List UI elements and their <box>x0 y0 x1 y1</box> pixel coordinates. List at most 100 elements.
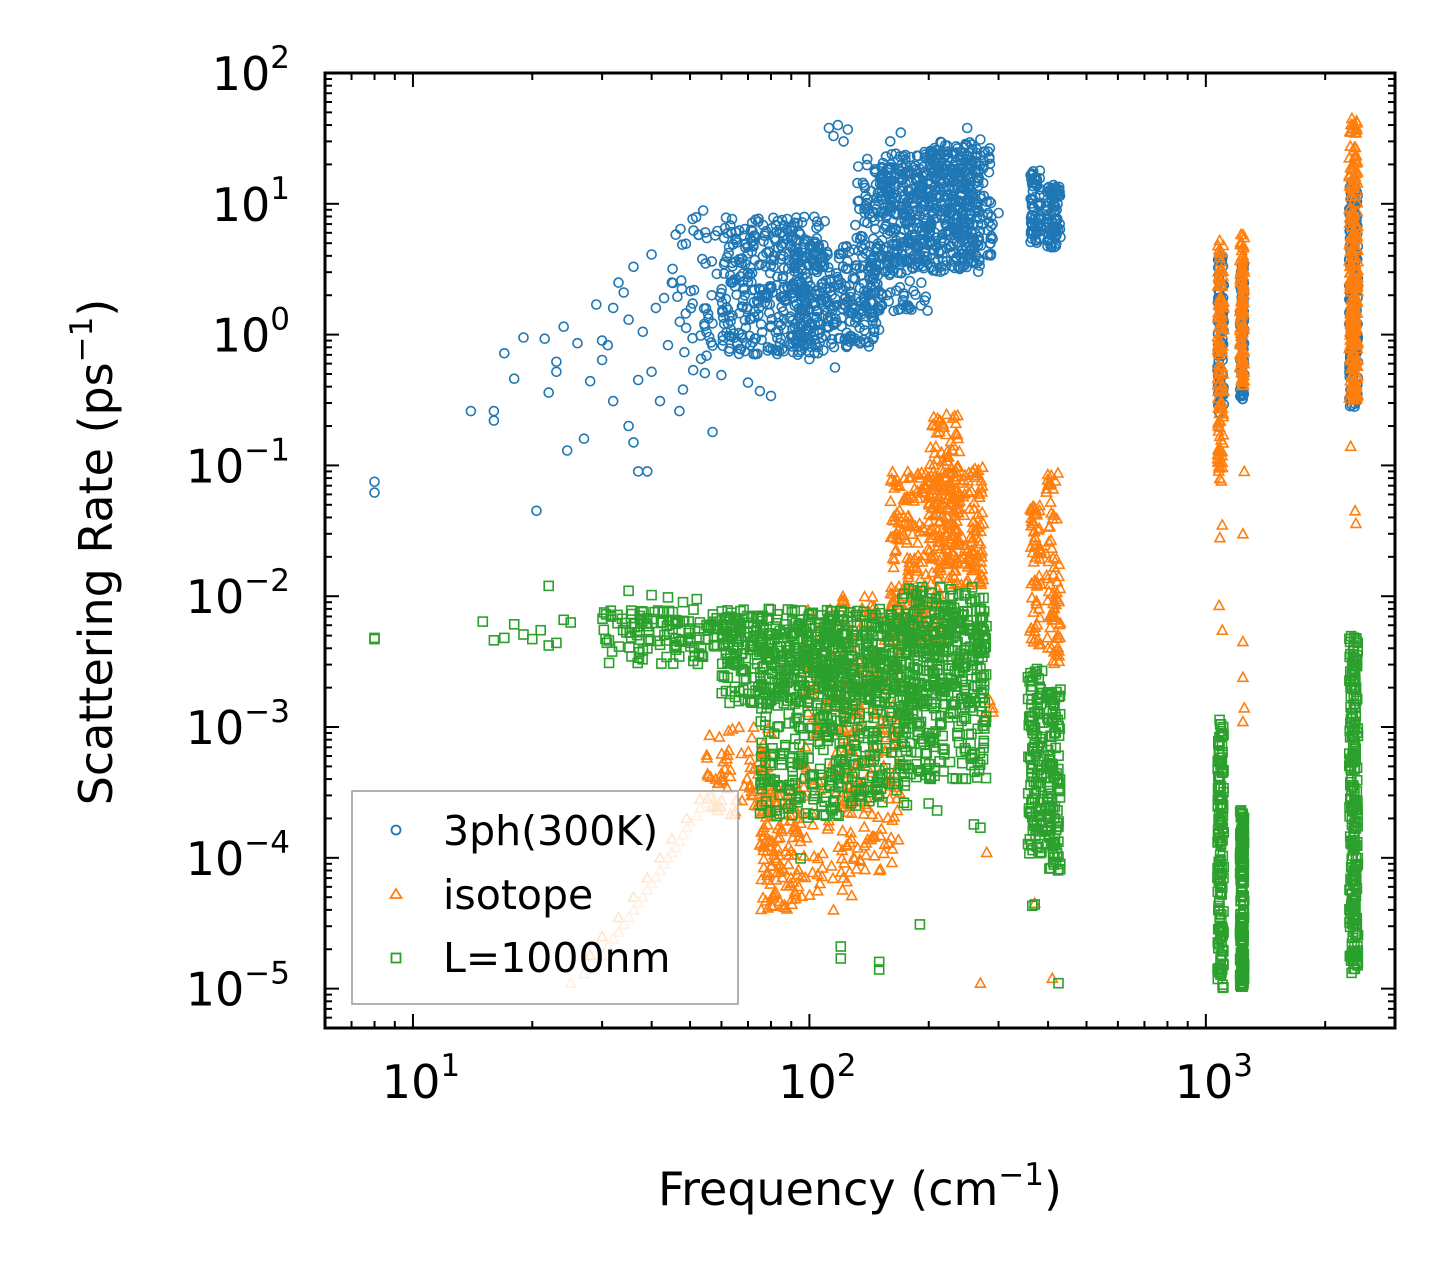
isotope-point <box>868 849 881 861</box>
3ph-point <box>823 122 835 134</box>
boundary-point <box>804 643 815 655</box>
isotope-point <box>840 875 854 887</box>
boundary-point <box>716 606 728 617</box>
3ph-point <box>901 254 912 266</box>
3ph-point <box>894 166 906 177</box>
boundary-point <box>803 681 815 692</box>
isotope-point <box>924 551 938 563</box>
isotope-point <box>965 484 978 496</box>
isotope-point <box>927 464 940 477</box>
isotope-point <box>1237 701 1251 713</box>
isotope-point <box>789 887 802 900</box>
3ph-point <box>967 219 978 231</box>
3ph-point <box>754 385 766 397</box>
3ph-point <box>924 201 936 213</box>
boundary-point <box>814 763 826 775</box>
3ph-point <box>670 229 682 240</box>
3ph-point <box>971 143 983 155</box>
3ph-point <box>797 338 809 350</box>
3ph-point <box>863 290 874 301</box>
isotope-point <box>1215 325 1228 338</box>
isotope-point <box>893 503 906 516</box>
isotope-point <box>1237 265 1250 277</box>
boundary-point <box>854 708 866 720</box>
3ph-point <box>687 332 698 344</box>
isotope-point <box>1237 281 1250 294</box>
isotope-point <box>881 811 895 823</box>
isotope-point <box>1039 546 1053 559</box>
3ph-point <box>543 387 555 398</box>
isotope-point <box>972 487 986 499</box>
3ph-point <box>985 197 997 209</box>
3ph-point <box>964 193 976 205</box>
3ph-point <box>935 136 946 148</box>
3ph-point <box>722 227 733 239</box>
isotope-point <box>1347 172 1361 185</box>
isotope-point <box>837 593 851 605</box>
3ph-point <box>952 143 963 154</box>
3ph-point <box>884 136 896 147</box>
3ph-point <box>1237 393 1248 405</box>
isotope-point <box>980 845 994 858</box>
isotope-point <box>1211 279 1225 291</box>
3ph-point <box>672 291 683 303</box>
isotope-point <box>967 523 981 536</box>
boundary-point <box>814 738 826 750</box>
3ph-point <box>840 263 852 275</box>
3ph-point <box>821 281 833 293</box>
isotope-point <box>700 748 714 760</box>
isotope-point <box>844 825 858 838</box>
isotope-point <box>966 515 980 527</box>
isotope-point <box>763 833 777 845</box>
boundary-point <box>814 713 825 725</box>
isotope-point <box>1349 232 1363 245</box>
3ph-point <box>852 161 864 172</box>
isotope-point <box>1350 341 1364 354</box>
boundary-point <box>677 616 689 627</box>
3ph-point <box>867 233 879 245</box>
boundary-point <box>792 758 804 770</box>
boundary-point <box>883 636 895 648</box>
3ph-point <box>746 246 758 257</box>
3ph-point <box>812 260 823 272</box>
3ph-point <box>904 275 916 287</box>
boundary-point <box>748 641 760 653</box>
3ph-point <box>872 278 883 290</box>
isotope-point <box>1347 143 1361 156</box>
3ph-point <box>828 341 840 353</box>
isotope-point <box>726 722 739 734</box>
3ph-point <box>822 262 834 273</box>
isotope-point <box>865 807 879 820</box>
3ph-point <box>953 239 965 251</box>
boundary-point <box>642 633 654 645</box>
isotope-point <box>939 466 952 479</box>
isotope-point <box>1051 466 1065 478</box>
boundary-point <box>603 657 615 669</box>
isotope-point <box>949 473 963 486</box>
3ph-point <box>857 177 869 189</box>
3ph-point <box>863 261 875 273</box>
3ph-point <box>876 169 888 180</box>
boundary-point <box>693 631 705 643</box>
isotope-point <box>930 426 944 438</box>
3ph-point <box>776 291 788 302</box>
isotope-point <box>1350 265 1364 277</box>
boundary-point <box>685 641 696 652</box>
isotope-point <box>769 885 783 898</box>
3ph-point <box>687 298 699 309</box>
3ph-point <box>850 219 861 231</box>
isotope-point <box>929 478 942 491</box>
3ph-point <box>641 466 653 477</box>
isotope-point <box>1236 634 1250 647</box>
boundary-point <box>786 630 797 642</box>
3ph-point <box>701 350 712 362</box>
boundary-point <box>795 672 807 683</box>
3ph-point <box>756 326 768 338</box>
3ph-point <box>1025 217 1037 228</box>
isotope-point <box>1349 516 1363 529</box>
boundary-point <box>674 636 686 648</box>
boundary-point <box>762 776 773 787</box>
3ph-point <box>754 284 766 296</box>
isotope-point <box>953 444 966 457</box>
3ph-point <box>938 264 950 276</box>
